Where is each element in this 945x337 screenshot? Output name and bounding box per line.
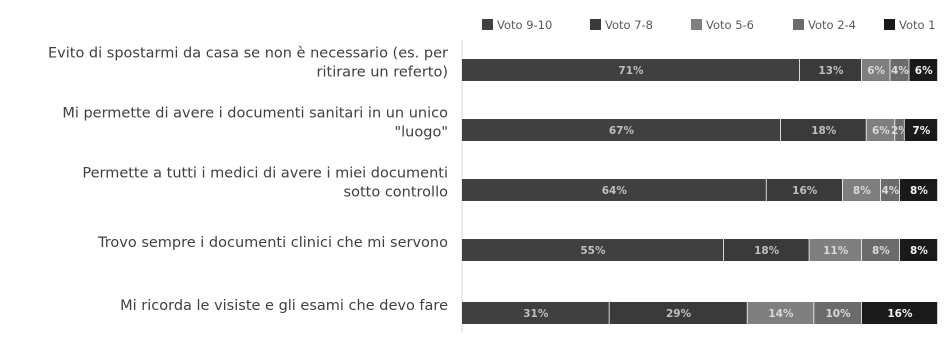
- bar-segment: [895, 119, 904, 141]
- bar-segment: [866, 119, 895, 141]
- data-label: 8%: [910, 185, 928, 197]
- category-label: Trovo sempre i documenti clinici che mi …: [97, 235, 448, 251]
- legend-label: Voto 2-4: [808, 18, 856, 32]
- bar-segment: [723, 239, 809, 261]
- legend-swatch: [691, 19, 702, 30]
- data-label: 67%: [609, 125, 635, 137]
- bar-segment: [780, 119, 866, 141]
- category-label: sotto controllo: [344, 185, 449, 201]
- category-label: Permette a tutti i medici di avere i mie…: [82, 166, 448, 182]
- bar-segment: [899, 239, 938, 261]
- bar-segment: [747, 302, 814, 324]
- bar-segment: [766, 179, 842, 201]
- data-label: 8%: [872, 245, 890, 257]
- bar-segment: [462, 302, 609, 324]
- data-label: 4%: [891, 65, 909, 77]
- bar-segment: [861, 59, 890, 81]
- data-label: 6%: [867, 65, 885, 77]
- bar-segment: [814, 302, 862, 324]
- data-label: 6%: [872, 125, 890, 137]
- data-label: 8%: [910, 245, 928, 257]
- legend-label: Voto 9-10: [497, 18, 552, 32]
- legend-label: Voto 7-8: [605, 18, 653, 32]
- category-label: Mi ricorda le visiste e gli esami che de…: [120, 298, 448, 314]
- legend-swatch: [884, 19, 895, 30]
- data-label: 55%: [580, 245, 606, 257]
- legend-swatch: [590, 19, 601, 30]
- legend-swatch: [482, 19, 493, 30]
- bar-segment: [899, 179, 938, 201]
- bar-segment: [462, 59, 800, 81]
- bar-segment: [890, 59, 909, 81]
- data-label: 13%: [818, 65, 844, 77]
- data-label: 10%: [825, 308, 851, 320]
- bar-segment: [462, 119, 781, 141]
- category-labels: Evito di spostarmi da casa se non è nece…: [48, 46, 448, 315]
- bar-segment: [861, 239, 900, 261]
- category-label: Mi permette di avere i documenti sanitar…: [62, 106, 448, 122]
- data-label: 11%: [823, 245, 849, 257]
- legend-swatch: [793, 19, 804, 30]
- bar-segment: [462, 239, 723, 261]
- category-label: Evito di spostarmi da casa se non è nece…: [48, 46, 448, 62]
- data-label: 16%: [792, 185, 818, 197]
- data-label: 18%: [754, 245, 780, 257]
- data-label: 31%: [523, 308, 549, 320]
- legend-label: Voto 1: [899, 18, 936, 32]
- legend: Voto 9-10 Voto 7-8 Voto 5-6 Voto 2-4 Voto 1: [482, 18, 936, 32]
- bars: 71% 13% 6% 4% 6%67% 18% 6% 2% 7%64% 16% 8% 4% 8%55% 1…: [462, 59, 938, 324]
- data-label: 14%: [768, 308, 794, 320]
- data-label: 4%: [881, 185, 899, 197]
- bar-segment: [904, 119, 938, 141]
- bar-segment: [909, 59, 938, 81]
- data-label: 29%: [666, 308, 692, 320]
- category-label: ritirare un referto): [317, 65, 448, 81]
- data-label: 6%: [915, 65, 933, 77]
- data-label: 7%: [912, 125, 930, 137]
- bar-segment: [609, 302, 747, 324]
- data-label: 64%: [602, 185, 628, 197]
- bar-segment: [799, 59, 862, 81]
- data-label: 71%: [618, 65, 644, 77]
- category-label: "luogo": [394, 125, 448, 141]
- data-label: 16%: [887, 308, 913, 320]
- bar-segment: [809, 239, 862, 261]
- bar-segment: [462, 179, 766, 201]
- bar-segment: [880, 179, 900, 201]
- data-label: 8%: [853, 185, 871, 197]
- data-label: 18%: [811, 125, 837, 137]
- legend-label: Voto 5-6: [706, 18, 754, 32]
- bar-segment: [861, 302, 938, 324]
- bar-segment: [842, 179, 881, 201]
